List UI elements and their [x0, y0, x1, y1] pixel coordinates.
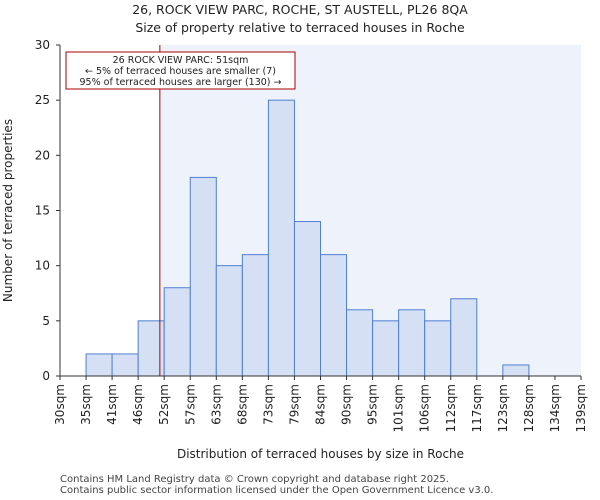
y-tick-label-20: 20 — [35, 148, 50, 162]
x-tick-label-134sqm: 134sqm — [548, 384, 562, 432]
y-tick-label-5: 5 — [42, 314, 50, 328]
x-tick-label-123sqm: 123sqm — [496, 384, 510, 432]
y-tick-label-30: 30 — [35, 38, 50, 52]
x-tick-label-73sqm: 73sqm — [261, 384, 275, 425]
annotation-larger: 95% of terraced houses are larger (130) … — [80, 77, 282, 88]
y-tick-label-0: 0 — [42, 369, 50, 383]
bar-68sqm — [241, 254, 269, 377]
bar-84sqm — [320, 254, 348, 377]
bar-35sqm — [85, 353, 113, 377]
x-tick-label-84sqm: 84sqm — [314, 384, 328, 425]
x-axis-label: Distribution of terraced houses by size … — [177, 447, 464, 461]
x-tick-label-95sqm: 95sqm — [366, 384, 380, 425]
footer-licence: Contains public sector information licen… — [60, 485, 494, 496]
x-tick-label-128sqm: 128sqm — [522, 384, 536, 432]
histogram-chart: 0 5 10 15 20 25 30 30sqm 35sqm 41sqm 46sqm 52sqm 57s… — [1, 38, 588, 461]
y-tick-label-25: 25 — [35, 93, 50, 107]
bar-123sqm — [502, 364, 530, 377]
bar-41sqm — [111, 353, 139, 377]
chart-title: 26, ROCK VIEW PARC, ROCHE, ST AUSTELL, P… — [132, 2, 468, 17]
y-tick-label-15: 15 — [35, 204, 50, 218]
y-axis-label: Number of terraced properties — [1, 119, 15, 302]
bar-79sqm — [293, 221, 322, 377]
x-tick-label-46sqm: 46sqm — [131, 384, 145, 425]
x-tick-label-101sqm: 101sqm — [392, 384, 406, 432]
x-tick-label-52sqm: 52sqm — [157, 384, 171, 425]
annotation-title: 26 ROCK VIEW PARC: 51sqm — [113, 55, 249, 66]
x-tick-label-117sqm: 117sqm — [470, 384, 484, 432]
x-tick-label-139sqm: 139sqm — [574, 384, 588, 432]
x-tick-label-68sqm: 68sqm — [235, 384, 249, 425]
x-tick-label-106sqm: 106sqm — [418, 384, 432, 432]
bar-95sqm — [372, 320, 400, 377]
chart-subtitle: Size of property relative to terraced ho… — [135, 20, 465, 35]
x-tick-label-79sqm: 79sqm — [287, 384, 301, 425]
x-tick-label-112sqm: 112sqm — [444, 384, 458, 432]
x-tick-label-30sqm: 30sqm — [53, 384, 67, 425]
annotation-box — [65, 51, 296, 90]
bar-73sqm — [267, 99, 295, 377]
x-tick-label-57sqm: 57sqm — [183, 384, 197, 425]
bar-112sqm — [450, 298, 478, 377]
bar-63sqm — [215, 265, 243, 377]
annotation-smaller: ← 5% of terraced houses are smaller (7) — [85, 66, 276, 77]
bar-90sqm — [346, 309, 374, 377]
bar-106sqm — [424, 320, 452, 377]
x-tick-label-35sqm: 35sqm — [79, 384, 93, 425]
y-tick-label-10: 10 — [35, 259, 50, 273]
x-tick-label-63sqm: 63sqm — [209, 384, 223, 425]
bar-101sqm — [398, 309, 426, 377]
x-tick-label-90sqm: 90sqm — [340, 384, 354, 425]
footer-copyright: Contains HM Land Registry data © Crown c… — [60, 474, 449, 485]
x-tick-label-41sqm: 41sqm — [105, 384, 119, 425]
bar-52sqm — [163, 287, 191, 377]
bar-57sqm — [189, 176, 217, 377]
